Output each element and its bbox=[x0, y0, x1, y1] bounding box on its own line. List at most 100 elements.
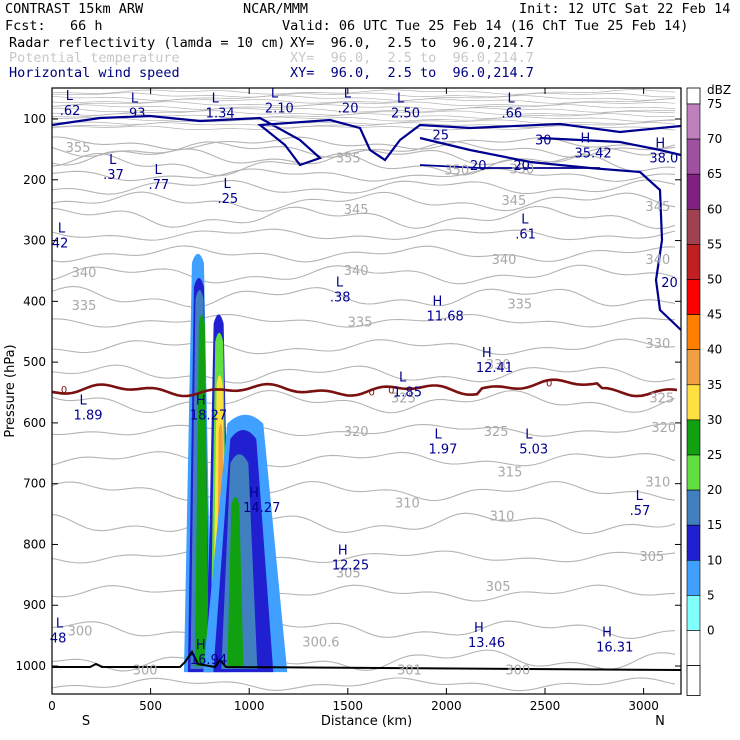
low-marker: L bbox=[336, 276, 344, 291]
colorbar-label-0: 0 bbox=[707, 624, 715, 638]
colorbar-label-25: 25 bbox=[707, 448, 722, 462]
extremum-value: 48 bbox=[50, 632, 67, 647]
theta-label: 340 bbox=[492, 253, 517, 268]
high-marker: H bbox=[196, 393, 206, 408]
theta-label: 325 bbox=[391, 392, 416, 407]
colorbar-swatch-40 bbox=[686, 349, 701, 386]
theta-label: 305 bbox=[336, 567, 361, 582]
low-marker: L bbox=[399, 370, 407, 385]
theta-contour bbox=[52, 98, 676, 104]
theta-label: 335 bbox=[72, 299, 97, 314]
colorbar-swatch-65 bbox=[686, 173, 701, 210]
low-marker: L bbox=[80, 393, 88, 408]
colorbar-label-45: 45 bbox=[707, 308, 722, 322]
theta-label: 340 bbox=[72, 266, 97, 281]
colorbar-label-50: 50 bbox=[707, 273, 722, 287]
theta-contour bbox=[52, 364, 676, 384]
low-marker: L bbox=[507, 91, 515, 106]
extremum-value: .93 bbox=[125, 106, 146, 121]
theta-contour bbox=[52, 95, 676, 101]
theta-contour bbox=[52, 512, 676, 535]
low-marker: L bbox=[521, 212, 529, 227]
theta-label: 310 bbox=[490, 510, 515, 525]
north-label: N bbox=[655, 714, 665, 729]
y-tick-label: 800 bbox=[23, 537, 46, 551]
field-label-wind: Horizontal wind speed bbox=[9, 65, 180, 81]
colorbar-unit: dBZ bbox=[707, 83, 731, 97]
low-marker: L bbox=[271, 87, 279, 102]
theta-label: 345 bbox=[501, 194, 526, 209]
theta-contour bbox=[52, 549, 676, 564]
low-marker: L bbox=[636, 489, 644, 504]
theta-contour bbox=[52, 313, 676, 328]
colorbar-swatch-70 bbox=[686, 138, 701, 175]
theta-label: 300 bbox=[505, 663, 530, 678]
wind-speed-label: 20 bbox=[470, 159, 487, 174]
y-axis-label: Pressure (hPa) bbox=[3, 344, 18, 437]
init-time: Init: 12 UTC Sat 22 Feb 14 bbox=[519, 1, 731, 17]
extremum-value: .37 bbox=[103, 168, 124, 183]
theta-contour bbox=[52, 677, 676, 692]
theta-contour bbox=[52, 245, 676, 263]
colorbar-label-75: 75 bbox=[707, 97, 722, 111]
colorbar-swatch-0 bbox=[686, 630, 701, 666]
high-marker: H bbox=[655, 136, 665, 151]
contour-labels: 355 355 350 350 345 345 345 340 340 340 340 335 335 3… bbox=[50, 87, 678, 679]
x-tick-label: 3000 bbox=[628, 699, 659, 713]
low-marker: L bbox=[56, 617, 64, 632]
y-tick-label: 100 bbox=[23, 112, 46, 126]
theta-label: 330 bbox=[645, 337, 670, 352]
plot-frame bbox=[51, 87, 682, 695]
colorbar-swatch-75 bbox=[686, 103, 701, 140]
theta-contour bbox=[52, 648, 676, 672]
extremum-value: 5.03 bbox=[519, 443, 548, 458]
wind-speed-label: 20 bbox=[661, 276, 678, 291]
extremum-value: 13.46 bbox=[468, 636, 505, 651]
freezing-level-line bbox=[52, 378, 678, 398]
colorbar-swatch-60 bbox=[686, 209, 701, 245]
theta-contour bbox=[52, 584, 676, 602]
colorbar-top-cap bbox=[686, 87, 701, 105]
colorbar-swatch-50 bbox=[686, 279, 701, 315]
extremum-value: .25 bbox=[218, 192, 239, 207]
x-tick-label: 2000 bbox=[431, 699, 462, 713]
low-marker: L bbox=[109, 153, 117, 168]
theta-contour bbox=[52, 191, 676, 212]
theta-label: 355 bbox=[336, 152, 361, 167]
terrain-line bbox=[52, 650, 681, 671]
low-marker: L bbox=[397, 91, 405, 106]
x-axis-label: Distance (km) bbox=[321, 714, 412, 729]
extremum-value: 1.97 bbox=[429, 443, 458, 458]
x-tick-label: 500 bbox=[139, 699, 162, 713]
colorbar-label-10: 10 bbox=[707, 553, 722, 567]
colorbar-swatch-15 bbox=[686, 524, 701, 561]
colorbar-swatch-45 bbox=[686, 314, 701, 351]
extremum-value: 1.34 bbox=[206, 106, 235, 121]
theta-label: 310 bbox=[645, 475, 670, 490]
radar-reflectivity-shading bbox=[183, 253, 288, 673]
extremum-value: 1.85 bbox=[393, 385, 422, 400]
colorbar-label-20: 20 bbox=[707, 483, 722, 497]
y-tick-label: 400 bbox=[23, 294, 46, 308]
extremum-value: 2.10 bbox=[265, 102, 294, 117]
wind-contour-30 bbox=[539, 136, 681, 157]
model-title: CONTRAST 15km ARW bbox=[5, 1, 144, 17]
colorbar-swatch-30 bbox=[686, 419, 701, 456]
high-marker: H bbox=[196, 638, 206, 653]
field-xy-theta: XY= 96.0, 2.5 to 96.0,214.7 bbox=[290, 50, 534, 66]
extremum-value: 14.27 bbox=[243, 501, 280, 516]
colorbar-label-55: 55 bbox=[707, 237, 722, 251]
colorbar-label-60: 60 bbox=[707, 202, 722, 216]
colorbar-label-30: 30 bbox=[707, 413, 722, 427]
x-tick-label: 2500 bbox=[530, 699, 561, 713]
theta-contour bbox=[52, 92, 676, 98]
low-marker: L bbox=[66, 89, 74, 104]
colorbar-swatch-20 bbox=[686, 489, 701, 526]
wind-speed-label: 20 bbox=[513, 159, 530, 174]
potential-temperature-contours bbox=[52, 89, 676, 692]
colorbar-bottom-cap bbox=[686, 665, 701, 696]
low-marker: L bbox=[212, 91, 220, 106]
y-tick-label: 1000 bbox=[15, 659, 46, 673]
y-tick-label: 200 bbox=[23, 173, 46, 187]
